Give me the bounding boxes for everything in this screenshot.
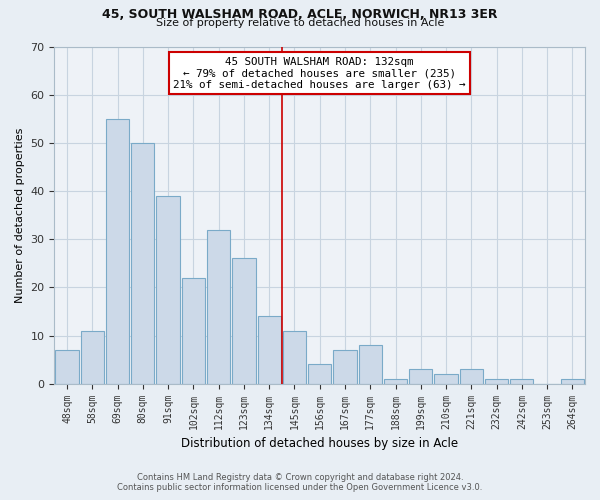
Bar (106, 119, 129, 384)
Bar (308, 364, 331, 384)
Bar (131, 143, 154, 384)
Bar (485, 379, 508, 384)
Bar (510, 379, 533, 384)
Bar (359, 345, 382, 384)
Bar (384, 379, 407, 384)
Bar (460, 369, 483, 384)
Bar (409, 369, 433, 384)
Bar (561, 379, 584, 384)
Bar (55, 350, 79, 384)
Text: 45 SOUTH WALSHAM ROAD: 132sqm
← 79% of detached houses are smaller (235)
21% of : 45 SOUTH WALSHAM ROAD: 132sqm ← 79% of d… (173, 56, 466, 90)
Bar (334, 350, 356, 384)
Bar (434, 374, 458, 384)
Y-axis label: Number of detached properties: Number of detached properties (15, 128, 25, 303)
Text: Size of property relative to detached houses in Acle: Size of property relative to detached ho… (156, 18, 444, 28)
Text: Contains HM Land Registry data © Crown copyright and database right 2024.
Contai: Contains HM Land Registry data © Crown c… (118, 473, 482, 492)
Bar (182, 278, 205, 384)
Bar (232, 258, 256, 384)
Bar (283, 330, 306, 384)
Text: 45, SOUTH WALSHAM ROAD, ACLE, NORWICH, NR13 3ER: 45, SOUTH WALSHAM ROAD, ACLE, NORWICH, N… (102, 8, 498, 20)
Bar (157, 196, 180, 384)
Bar (207, 230, 230, 384)
Bar (80, 330, 104, 384)
Bar (257, 316, 281, 384)
X-axis label: Distribution of detached houses by size in Acle: Distribution of detached houses by size … (181, 437, 458, 450)
